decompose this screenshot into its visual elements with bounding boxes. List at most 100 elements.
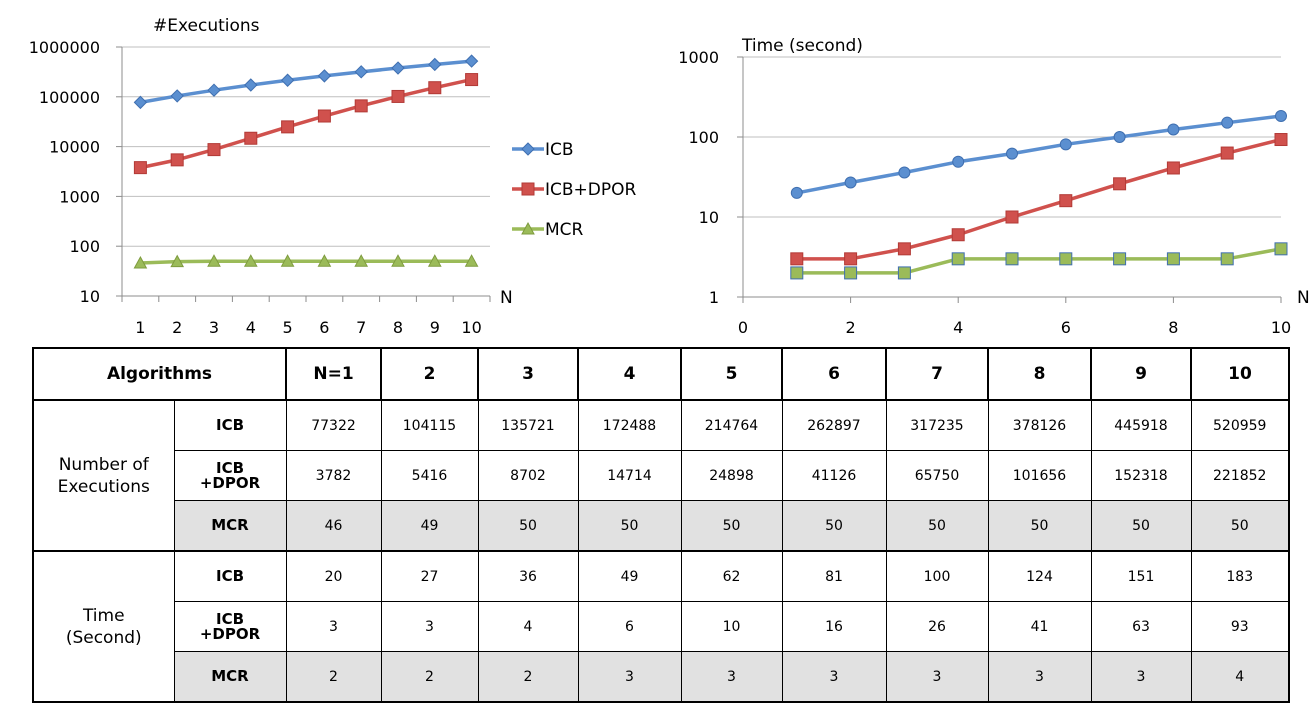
table-cell: 50: [680, 500, 783, 552]
y-axis-title: #Executions: [153, 16, 260, 36]
header-n7: 7: [885, 347, 989, 401]
y-tick-label: 10: [699, 208, 719, 227]
data-point: [790, 266, 804, 280]
series-line: [796, 247, 1282, 275]
legend-label: MCR: [545, 220, 584, 240]
results-table: Algorithms N=1 2 3 4 5 6 7 8 9 10 Number…: [32, 347, 1290, 703]
x-axis-title: N: [1297, 288, 1310, 308]
algorithm-label-line: +DPOR: [199, 624, 261, 643]
table-cell: 50: [1090, 500, 1192, 552]
legend-marker: [521, 182, 535, 196]
data-point: [1113, 252, 1127, 266]
group-label-line: Time: [82, 605, 125, 626]
y-tick-label: 1000: [59, 187, 100, 206]
x-tick-label: 3: [209, 318, 219, 337]
data-point: [844, 266, 858, 280]
x-tick-label: 9: [430, 318, 440, 337]
data-point: [427, 254, 442, 267]
x-tick-label: 4: [246, 318, 256, 337]
algorithm-label: ICB: [173, 550, 287, 602]
data-point: [170, 254, 185, 268]
data-point: [243, 254, 258, 267]
table-cell: 124: [987, 550, 1092, 602]
data-point: [1006, 147, 1018, 160]
table-row: Number of Executions ICB 77322 104115 135721 1…: [32, 399, 1290, 552]
data-point: [1275, 110, 1287, 123]
header-n10: 10: [1190, 347, 1290, 401]
table-cell: 3: [680, 651, 783, 703]
data-point: [317, 69, 332, 83]
data-point: [790, 186, 803, 199]
data-point: [1005, 210, 1019, 224]
data-point: [1274, 242, 1288, 256]
table-cell: 4: [477, 601, 579, 652]
group-label-line: (Second): [65, 627, 142, 648]
table-cell: 378126: [987, 399, 1092, 451]
data-point: [244, 131, 258, 145]
table-cell: 62: [680, 550, 783, 602]
data-point: [1113, 131, 1126, 143]
data-point: [280, 73, 295, 87]
table-cell: 63: [1090, 601, 1192, 652]
data-point: [354, 65, 368, 79]
data-point: [391, 89, 405, 103]
data-point: [1059, 252, 1073, 266]
data-point: [428, 57, 442, 72]
algorithm-label-line: MCR: [211, 667, 249, 685]
data-point: [354, 254, 369, 267]
data-point: [354, 99, 368, 113]
x-tick-label: 8: [393, 318, 403, 337]
table-cell: 3: [285, 601, 382, 652]
table-row: MCR 2 2 2 3 3 3 3 3 3 4: [33, 651, 1290, 703]
data-point: [207, 143, 221, 157]
table-cell: 4: [1190, 651, 1290, 703]
data-point: [897, 266, 911, 280]
algorithm-label: ICB +DPOR: [173, 450, 287, 501]
algorithm-label-line: +DPOR: [199, 473, 261, 492]
table-cell: 26: [885, 601, 989, 652]
data-point: [207, 83, 221, 97]
data-point: [244, 78, 258, 92]
table-cell: 262897: [781, 399, 887, 451]
table-cell: 36: [477, 550, 579, 602]
data-point: [317, 254, 332, 267]
table-cell: 93: [1190, 601, 1290, 652]
x-tick-label: 7: [356, 318, 366, 337]
x-tick-label: 4: [953, 318, 963, 337]
table-cell: 6: [577, 601, 682, 652]
table-cell: 49: [577, 550, 682, 602]
table-cell: 50: [885, 500, 989, 552]
table-cell: 65750: [885, 450, 989, 501]
table-cell: 172488: [577, 399, 682, 451]
data-point: [170, 89, 184, 103]
data-point: [951, 252, 965, 266]
data-point: [133, 255, 148, 269]
algorithm-label-line: MCR: [211, 516, 249, 534]
header-n8: 8: [987, 347, 1092, 401]
group-label-line: Executions: [57, 476, 150, 497]
header-n5: 5: [680, 347, 783, 401]
data-point: [1221, 116, 1234, 129]
data-point: [464, 254, 479, 267]
table-cell: 50: [1190, 500, 1290, 552]
data-point: [1059, 138, 1072, 151]
table-cell: 221852: [1190, 450, 1290, 501]
algorithm-label-line: ICB: [215, 609, 245, 628]
data-point: [844, 252, 858, 266]
table-cell: 24898: [680, 450, 783, 501]
data-point: [1167, 123, 1180, 136]
table-row: ICB +DPOR 3782 5416 8702 14714 24898 41126 65750…: [33, 450, 1290, 501]
table-cell: 152318: [1090, 450, 1192, 501]
series-line: [140, 59, 472, 105]
algorithm-label: MCR: [173, 651, 287, 703]
header-algorithms: Algorithms: [32, 347, 287, 401]
data-point: [1166, 252, 1180, 266]
y-tick-label: 1000: [678, 48, 719, 67]
algorithm-label-line: ICB: [215, 567, 245, 585]
table-row: Time (Second) ICB 20 27 36 49 62 81 100 124 151 183: [32, 550, 1290, 703]
algorithm-label: ICB: [173, 399, 287, 451]
table-cell: 151: [1090, 550, 1192, 602]
data-point: [1220, 252, 1234, 266]
group-label-line: Number of: [58, 454, 149, 475]
